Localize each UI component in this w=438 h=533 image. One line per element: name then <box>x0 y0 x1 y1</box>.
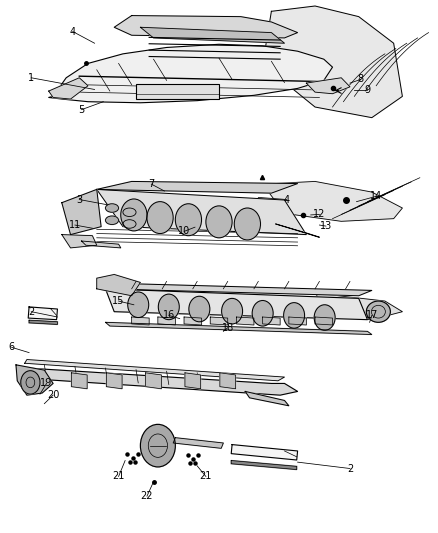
Circle shape <box>141 424 175 467</box>
Circle shape <box>121 199 147 231</box>
Text: 20: 20 <box>47 390 59 400</box>
Circle shape <box>189 296 210 322</box>
Polygon shape <box>18 368 297 395</box>
Polygon shape <box>289 317 306 325</box>
Polygon shape <box>185 373 201 389</box>
Polygon shape <box>210 317 228 325</box>
Polygon shape <box>106 289 367 320</box>
Circle shape <box>128 292 149 318</box>
Polygon shape <box>106 284 372 296</box>
Polygon shape <box>29 320 57 325</box>
Circle shape <box>21 370 40 394</box>
Polygon shape <box>25 360 285 381</box>
Polygon shape <box>71 373 87 389</box>
Circle shape <box>158 294 179 320</box>
Text: 7: 7 <box>148 179 155 189</box>
Text: 4: 4 <box>284 195 290 205</box>
Polygon shape <box>158 317 175 325</box>
Polygon shape <box>97 274 141 296</box>
Polygon shape <box>97 181 297 193</box>
Text: 12: 12 <box>313 209 325 220</box>
Text: 2: 2 <box>28 306 34 317</box>
Text: 9: 9 <box>364 85 371 95</box>
Text: 13: 13 <box>320 221 332 231</box>
Polygon shape <box>81 241 121 248</box>
Circle shape <box>234 208 261 240</box>
Text: 4: 4 <box>70 27 76 37</box>
Circle shape <box>147 201 173 233</box>
Text: 17: 17 <box>366 310 378 320</box>
Text: 21: 21 <box>113 472 125 481</box>
Polygon shape <box>263 317 280 325</box>
Polygon shape <box>114 15 297 38</box>
Circle shape <box>284 303 304 328</box>
Polygon shape <box>49 78 88 99</box>
Ellipse shape <box>106 216 119 224</box>
Text: 16: 16 <box>162 310 175 320</box>
Polygon shape <box>62 235 97 248</box>
Ellipse shape <box>106 204 119 212</box>
Polygon shape <box>106 322 372 335</box>
Polygon shape <box>141 27 285 43</box>
Text: 6: 6 <box>9 342 14 352</box>
Ellipse shape <box>123 220 136 228</box>
Polygon shape <box>276 224 319 237</box>
Polygon shape <box>106 373 122 389</box>
Ellipse shape <box>366 301 390 322</box>
Polygon shape <box>132 317 149 325</box>
Polygon shape <box>62 189 101 235</box>
FancyBboxPatch shape <box>136 84 219 99</box>
Text: 18: 18 <box>222 322 234 333</box>
Polygon shape <box>184 317 201 325</box>
Polygon shape <box>245 391 289 406</box>
Text: 11: 11 <box>69 220 81 230</box>
Text: 2: 2 <box>347 464 353 473</box>
Circle shape <box>252 301 273 326</box>
Ellipse shape <box>123 208 136 216</box>
Polygon shape <box>97 189 306 235</box>
Polygon shape <box>231 445 297 460</box>
Text: 21: 21 <box>200 472 212 481</box>
Text: 3: 3 <box>76 195 82 205</box>
Polygon shape <box>231 461 297 470</box>
Text: 1: 1 <box>28 73 34 83</box>
Text: 5: 5 <box>78 104 85 115</box>
Polygon shape <box>237 317 254 325</box>
Polygon shape <box>173 438 223 448</box>
Polygon shape <box>16 365 53 395</box>
Text: 8: 8 <box>358 75 364 84</box>
Polygon shape <box>28 307 57 320</box>
Polygon shape <box>49 44 332 103</box>
Polygon shape <box>315 317 332 325</box>
Polygon shape <box>263 181 403 221</box>
Circle shape <box>175 204 201 236</box>
Circle shape <box>314 305 335 330</box>
Text: 22: 22 <box>141 491 153 501</box>
Polygon shape <box>315 293 403 320</box>
Circle shape <box>206 206 232 238</box>
Polygon shape <box>263 6 403 118</box>
Polygon shape <box>306 78 350 94</box>
Text: 19: 19 <box>40 378 53 389</box>
Text: 15: 15 <box>113 296 125 306</box>
Text: 14: 14 <box>370 191 382 201</box>
Polygon shape <box>146 373 161 389</box>
Circle shape <box>222 298 243 324</box>
Text: 10: 10 <box>178 227 190 237</box>
Polygon shape <box>220 373 236 389</box>
